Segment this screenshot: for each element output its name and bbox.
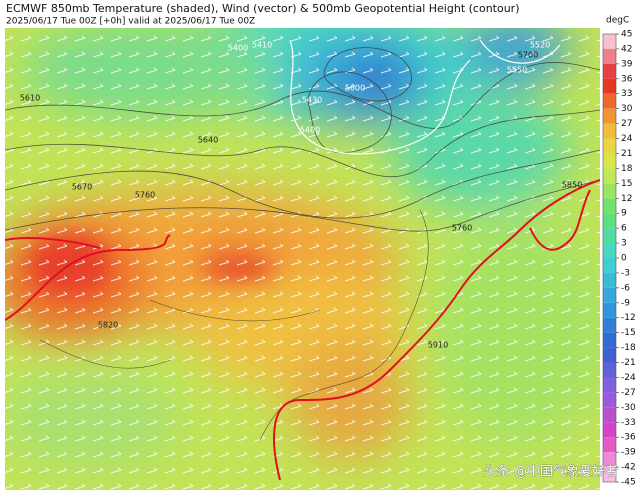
colorbar-segment [603,452,616,468]
contour-label: 5600 [345,84,365,93]
colorbar-segment [603,138,616,154]
contour-label: 5700 [518,51,538,60]
colorbar-tick-label: -42 [621,463,636,473]
colorbar-tick-label: -27 [621,388,636,398]
colorbar-tick-label: -45 [621,478,636,488]
colorbar-tick-label: 27 [621,119,632,129]
colorbar-tick-label: -36 [621,433,636,443]
colorbar-tick-label: 6 [621,224,627,234]
colorbar-segment [603,93,616,109]
contour-label: 5820 [98,321,118,330]
colorbar-tick-label: -30 [621,403,636,413]
colorbar-segment [603,243,616,258]
colorbar-segment [603,63,616,79]
colorbar-segment [603,287,616,303]
colorbar-tick-label: -24 [621,373,636,383]
colorbar-segment [603,422,616,438]
colorbar-segment [603,153,616,169]
colorbar-segment [603,48,616,64]
colorbar-segment [603,258,616,273]
colorbar-segment [603,183,616,199]
colorbar-tick-label: -39 [621,448,636,458]
colorbar-segment [603,467,616,482]
colorbar-segment [603,392,616,408]
colorbar-tick-label: 0 [621,254,627,264]
colorbar-tick-label: 24 [621,134,633,144]
colorbar-segment [603,78,616,94]
colorbar-segment [603,272,616,288]
colorbar-tick-label: -15 [621,328,636,338]
colorbar-tick-label: -9 [621,298,630,308]
contour-label: 5410 [252,41,272,50]
contour-label: 5400 [300,126,320,135]
contour-label: 5550 [507,66,527,75]
colorbar-tick-label: -3 [621,268,630,278]
colorbar-tick-label: 36 [621,74,633,84]
colorbar-tick-label: -6 [621,283,630,293]
contour-label: 5640 [198,136,218,145]
map-subtitle: 2025/06/17 Tue 00Z [+0h] valid at 2025/0… [6,17,255,27]
colorbar-tick-label: 15 [621,179,632,189]
colorbar-segment [603,332,616,348]
contour-label: 5610 [20,94,40,103]
colorbar-tick-label: 18 [621,164,633,174]
colorbar-segment [603,108,616,124]
contour-label: 5670 [72,183,92,192]
colorbar-segment [603,168,616,184]
colorbar-segment [603,228,616,244]
colorbar-segment [603,347,616,363]
colorbar-segment [603,123,616,139]
colorbar-tick-label: -33 [621,418,636,428]
colorbar-tick-label: 12 [621,194,632,204]
watermark: 头条 @中国气象爱好者 [484,464,618,480]
map-area [5,28,600,490]
contour-label: 5760 [452,224,472,233]
colorbar-tick-label: -12 [621,313,636,323]
colorbar-tick-label: -21 [621,358,636,368]
colorbar-segment [603,34,616,49]
contour-label: 5430 [302,96,322,105]
colorbar-segment [603,437,616,453]
colorbar-segment [603,213,616,229]
contour-label: 5520 [530,41,550,50]
colorbar-segment [603,317,616,333]
colorbar-unit: degC [606,16,629,26]
colorbar-tick-label: 42 [621,44,632,54]
contour-label: 5850 [562,181,582,190]
colorbar-segment [603,362,616,378]
colorbar-segment [603,377,616,393]
colorbar-segment [603,407,616,423]
colorbar-segment [603,198,616,214]
colorbar-tick-label: -18 [621,343,636,353]
colorbar-tick-label: 3 [621,239,627,249]
colorbar-tick-label: 21 [621,149,632,159]
colorbar-tick-label: 39 [621,59,633,69]
map-title: ECMWF 850mb Temperature (shaded), Wind (… [6,2,520,15]
contour-label: 5910 [428,341,448,350]
colorbar-segment [603,302,616,318]
colorbar-tick-label: 45 [621,30,632,40]
contour-label: 5400 [228,44,248,53]
colorbar-tick-label: 33 [621,89,632,99]
colorbar-tick-label: 30 [621,104,633,114]
colorbar-tick-label: 9 [621,209,627,219]
contour-label: 5760 [135,191,155,200]
